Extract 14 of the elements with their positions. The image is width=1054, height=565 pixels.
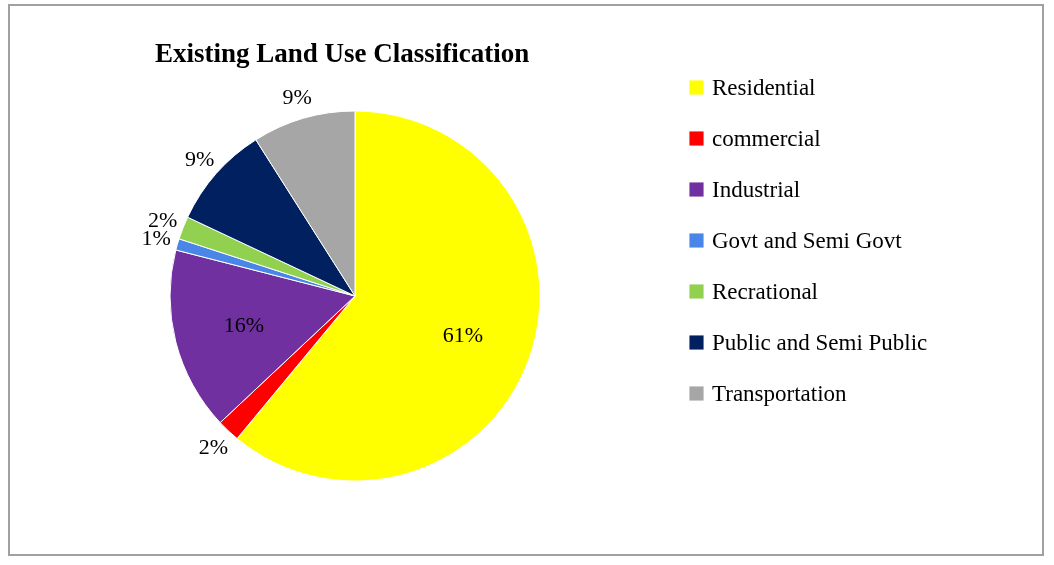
data-label: 2% (198, 433, 228, 459)
legend-label: commercial (712, 125, 821, 151)
legend-label: Residential (712, 74, 816, 100)
legend-label: Transportation (712, 380, 848, 406)
legend-label: Public and Semi Public (712, 329, 928, 355)
data-label: 16% (223, 311, 265, 337)
legend-label: Industrial (712, 176, 801, 202)
data-label: 2% (147, 206, 178, 232)
data-label: 61% (442, 321, 484, 347)
data-label: 9% (185, 146, 215, 172)
data-label: 9% (282, 84, 312, 110)
legend-label: Govt and Semi Govt (712, 227, 903, 253)
legend-label: Recrational (712, 278, 819, 304)
chart-title: Existing Land Use Classification (155, 38, 530, 68)
